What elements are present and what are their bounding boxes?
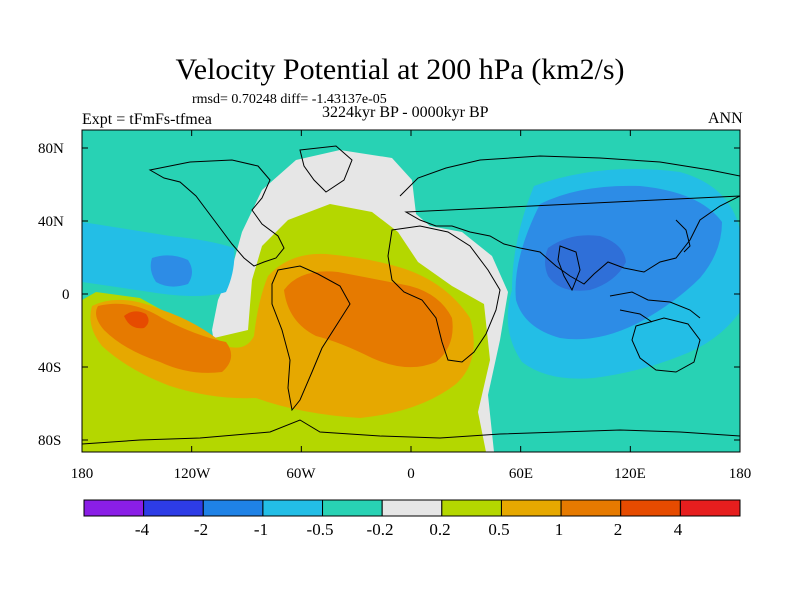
coast-north-america [148,159,285,267]
colorbar-label: -2 [193,520,209,539]
colorbar [83,499,741,517]
colorbar-swatch [620,499,681,517]
colorbar-label: -4 [134,520,150,539]
axis-ticks [81,130,741,452]
map-title: Velocity Potential at 200 hPa (km2/s) [175,53,625,86]
colorbar-label: 4 [673,520,683,539]
x-tick-label: 120W [173,466,211,482]
colorbar-swatch [202,499,264,517]
colorbar-label: 2 [613,520,623,539]
coastlines [82,145,740,445]
colorbar-swatch [560,499,622,517]
stats-line: rmsd= 0.70248 diff= -1.43137e-05 [192,92,387,107]
colorbar-swatch [262,499,324,517]
y-tick-label: 40S [38,360,62,376]
x-tick-label: 180 [70,466,94,482]
y-tick-label: 80S [38,433,62,449]
x-tick-label: 60W [286,466,316,482]
x-tick-label: 180 [728,466,752,482]
colorbar-label: -1 [253,520,269,539]
y-tick-label: 40N [38,214,64,230]
colorbar-label: 0.5 [488,520,510,539]
x-tick-label: 60E [508,466,534,482]
strong-negative-region-east [545,235,626,291]
y-tick-label: 0 [62,287,70,303]
colorbar-swatch [322,499,383,517]
colorbar-label: -0.2 [366,520,394,539]
coast-africa [387,225,501,363]
colorbar-label: -0.5 [306,520,334,539]
contour-field [82,130,740,452]
experiment-label: Expt = tFmFs-tfmea [82,111,212,128]
coast-greenland [299,145,353,193]
period-label: 3224kyr BP - 0000kyr BP [322,104,489,121]
coast-maritime-continent [609,291,701,323]
season-label: ANN [708,110,743,127]
colorbar-label: 0.2 [429,520,451,539]
colorbar-swatch [679,499,741,517]
x-tick-label: 0 [407,466,415,482]
y-tick-label: 80N [38,141,64,157]
peak-positive-region [124,311,149,329]
coast-europe-asia [399,155,740,285]
colorbar-swatch [500,499,562,517]
coast-japan [675,219,691,253]
colorbar-swatch [83,499,145,517]
colorbar-swatch [381,499,443,517]
colorbar-label: 1 [554,520,564,539]
negative-region-west [150,255,192,287]
coast-australia [631,317,701,373]
colorbar-swatch [143,499,204,517]
coast-india [557,245,581,292]
colorbar-swatch [441,499,502,517]
coast-south-america [271,265,351,412]
coast-antarctica [82,419,740,445]
x-tick-label: 120E [614,466,646,482]
